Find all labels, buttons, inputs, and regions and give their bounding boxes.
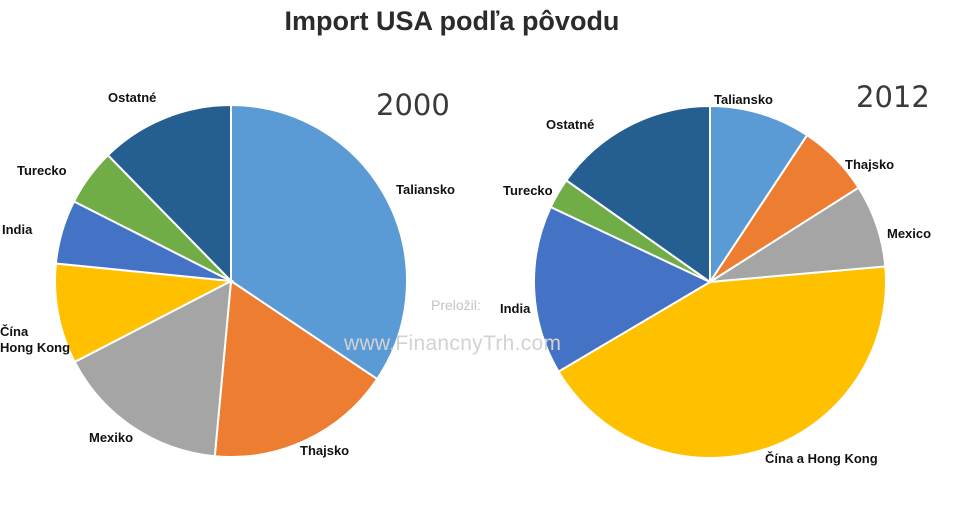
pie-2012-year: 2012 <box>856 80 930 114</box>
pie-2000-slice-cina-hong-kong <box>54 262 235 364</box>
pie-2012-slice-cina-a-hong-kong <box>557 265 887 459</box>
chart-title: Import USA podľa pôvodu <box>284 6 620 36</box>
pie-2000-label-mexiko: Mexiko <box>89 430 134 445</box>
pie-2012-slice-taliansko <box>709 104 809 286</box>
pie-2012-label-thajsko: Thajsko <box>845 157 895 172</box>
pie-2012-label-taliansko: Taliansko <box>714 92 774 107</box>
pie-2000-label-india: India <box>2 222 33 237</box>
pie-2012-label-turecko: Turecko <box>503 183 553 198</box>
pie-2000-label-ostatne: Ostatné <box>108 90 157 105</box>
pie-2012-slice-ostatne <box>564 104 711 284</box>
watermark-credit: Preložil: <box>431 297 481 313</box>
pie-2000-slice-thajsko <box>213 279 379 458</box>
pie-2000-label-thajsko: Thajsko <box>300 443 350 458</box>
pie-2000-slice-taliansko <box>230 103 408 381</box>
pie-2000-label-taliansko: Taliansko <box>396 182 456 197</box>
pie-2012-label-ostatne: Ostatné <box>546 117 595 132</box>
pie-2000-label-cina-hong-kong: Čína Hong Kong <box>0 324 71 355</box>
pie-2000-slice-ostatne <box>106 103 232 284</box>
pie-2000-label-turecko: Turecko <box>17 163 67 178</box>
pie-2012-slice-india <box>533 205 713 373</box>
watermark-site: www.FinancnyTrh.com <box>344 332 562 355</box>
pie-2012-label-mexico: Mexico <box>887 226 932 241</box>
pie-2000-year: 2000 <box>376 88 450 122</box>
pie-2000-slice-mexiko <box>73 279 233 458</box>
pie-2012-label-cina-a-hong-kong: Čína a Hong Kong <box>765 451 878 466</box>
pie-2012-label-india: India <box>500 301 531 316</box>
